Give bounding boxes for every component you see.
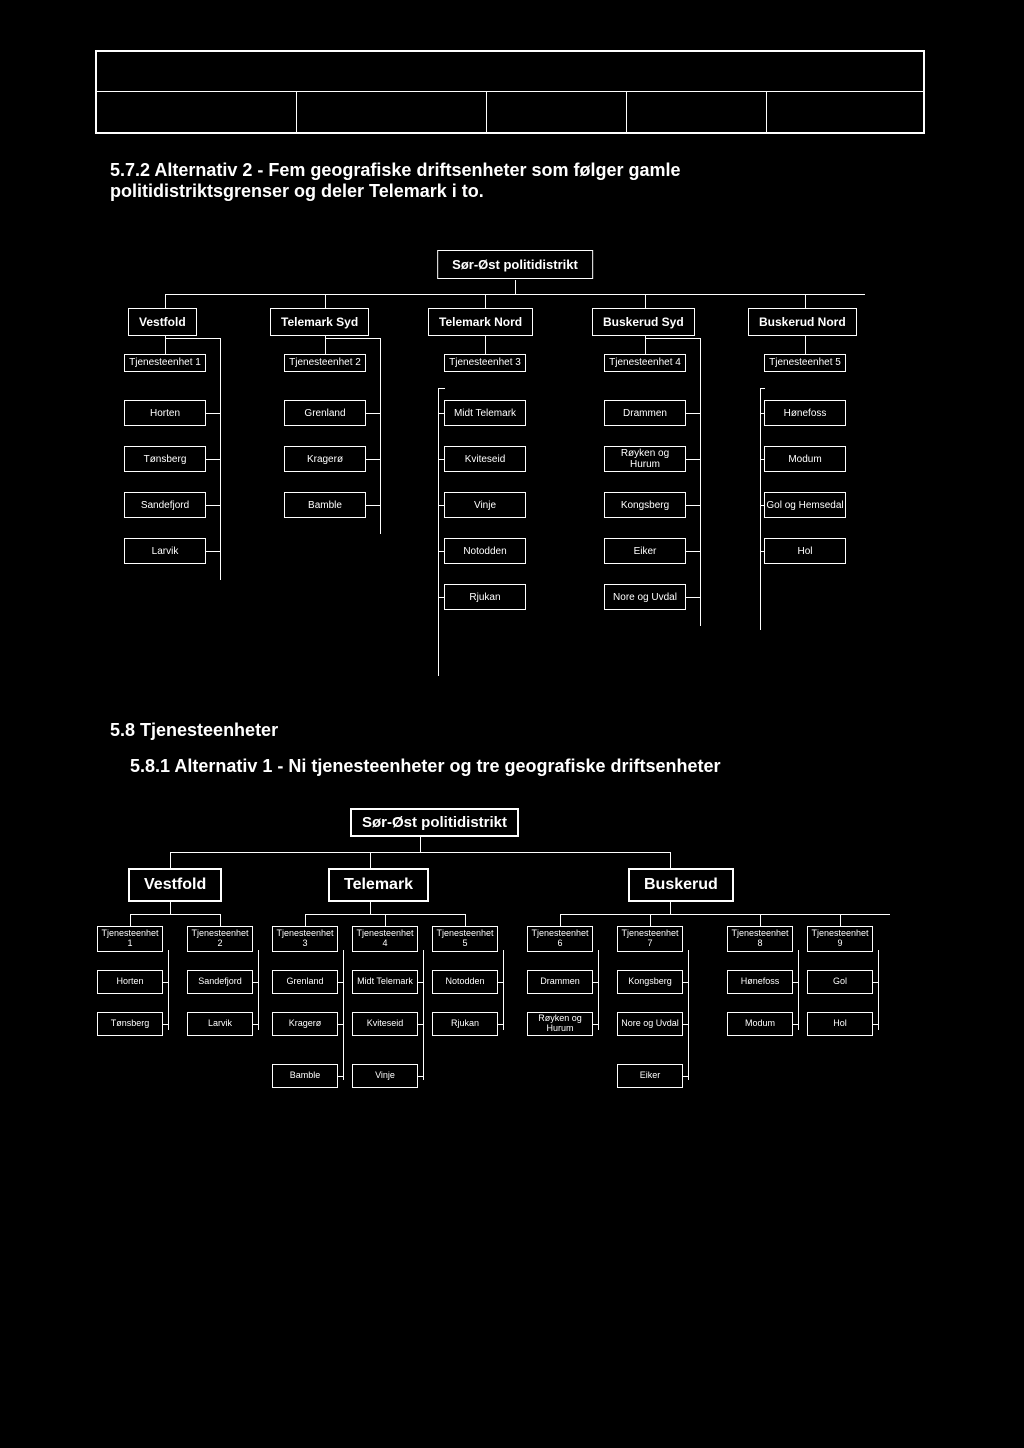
chart1-leaf: Nore og Uvdal [604,584,686,610]
chart2-leaf: Midt Telemark [352,970,418,994]
chart1-region-4: Buskerud Nord [748,308,857,336]
chart2-leaf: Bamble [272,1064,338,1088]
chart1-root: Sør-Øst politidistrikt [437,250,593,279]
chart2-leaf: Kongsberg [617,970,683,994]
chart1-leaf: Notodden [444,538,526,564]
chart2-leaf: Eiker [617,1064,683,1088]
chart1-leaf: Midt Telemark [444,400,526,426]
chart2-leaf: Kragerø [272,1012,338,1036]
chart2-leaf: Larvik [187,1012,253,1036]
chart1-leaf: Drammen [604,400,686,426]
chart2-leaf: Drammen [527,970,593,994]
chart2-unit-4: Tjenesteenhet 5 [432,926,498,952]
chart2-unit-3: Tjenesteenhet 4 [352,926,418,952]
chart1-leaf: Tønsberg [124,446,206,472]
chart1-region-0: Vestfold [128,308,197,336]
chart1-leaf: Horten [124,400,206,426]
chart1-leaf: Hønefoss [764,400,846,426]
chart1-leaf: Røyken og Hurum [604,446,686,472]
chart2-leaf: Hol [807,1012,873,1036]
chart2-leaf: Horten [97,970,163,994]
chart1-leaf: Eiker [604,538,686,564]
chart2-leaf: Kviteseid [352,1012,418,1036]
heading-5-8-1: 5.8.1 Alternativ 1 - Ni tjenesteenheter … [130,756,830,777]
chart2-root: Sør-Øst politidistrikt [350,808,519,837]
chart2-region-1: Telemark [328,868,429,902]
chart1-unit-2: Tjenesteenhet 3 [444,354,526,372]
chart2-unit-6: Tjenesteenhet 7 [617,926,683,952]
chart1-leaf: Kragerø [284,446,366,472]
chart1-leaf: Hol [764,538,846,564]
chart2-leaf: Gol [807,970,873,994]
chart2-unit-7: Tjenesteenhet 8 [727,926,793,952]
chart2-leaf: Grenland [272,970,338,994]
chart2-leaf: Notodden [432,970,498,994]
chart1-leaf: Kongsberg [604,492,686,518]
chart1-leaf: Bamble [284,492,366,518]
chart2-unit-5: Tjenesteenhet 6 [527,926,593,952]
chart1-leaf: Vinje [444,492,526,518]
chart2-leaf: Hønefoss [727,970,793,994]
org-chart-alt1: Sør-Øst politidistrikt Vestfold Telemark… [110,808,920,1208]
chart2-leaf: Rjukan [432,1012,498,1036]
heading-5-8: 5.8 Tjenesteenheter [110,720,278,741]
chart1-leaf: Gol og Hemsedal [764,492,846,518]
chart1-leaf: Rjukan [444,584,526,610]
chart1-unit-1: Tjenesteenhet 2 [284,354,366,372]
chart1-leaf: Kviteseid [444,446,526,472]
heading-5-7-2: 5.7.2 Alternativ 2 - Fem geografiske dri… [110,160,840,202]
chart2-unit-1: Tjenesteenhet 2 [187,926,253,952]
chart2-unit-2: Tjenesteenhet 3 [272,926,338,952]
chart2-leaf: Modum [727,1012,793,1036]
chart1-region-3: Buskerud Syd [592,308,695,336]
chart2-leaf: Sandefjord [187,970,253,994]
chart1-leaf: Modum [764,446,846,472]
org-chart-alt2: Sør-Øst politidistrikt Vestfold Telemark… [110,250,920,700]
chart1-unit-4: Tjenesteenhet 5 [764,354,846,372]
chart1-leaf: Grenland [284,400,366,426]
chart2-leaf: Tønsberg [97,1012,163,1036]
header-table [95,50,925,134]
chart2-leaf: Nore og Uvdal [617,1012,683,1036]
chart2-region-0: Vestfold [128,868,222,902]
chart2-region-2: Buskerud [628,868,734,902]
chart1-region-2: Telemark Nord [428,308,533,336]
chart2-unit-8: Tjenesteenhet 9 [807,926,873,952]
chart1-unit-0: Tjenesteenhet 1 [124,354,206,372]
chart1-region-1: Telemark Syd [270,308,369,336]
chart2-leaf: Vinje [352,1064,418,1088]
chart2-unit-0: Tjenesteenhet 1 [97,926,163,952]
chart1-leaf: Larvik [124,538,206,564]
chart2-leaf: Røyken og Hurum [527,1012,593,1036]
chart1-leaf: Sandefjord [124,492,206,518]
chart1-unit-3: Tjenesteenhet 4 [604,354,686,372]
